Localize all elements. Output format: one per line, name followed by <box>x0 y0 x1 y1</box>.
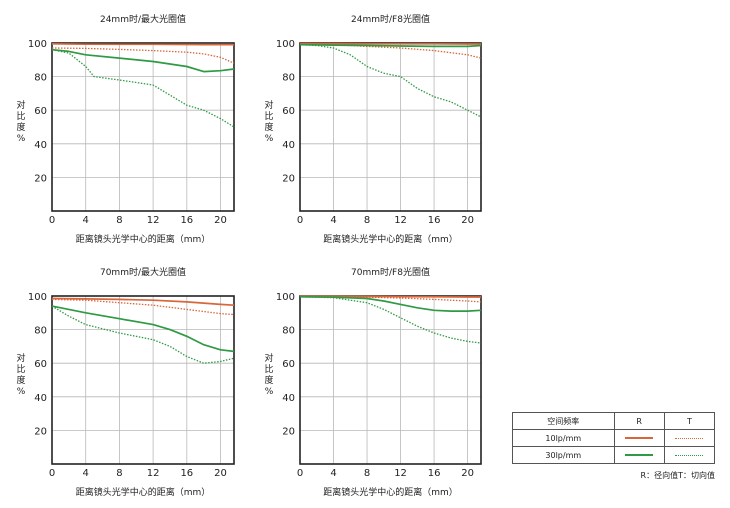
chart4-ytick-60: 60 <box>282 359 295 370</box>
chart4-xtick-12: 12 <box>394 468 407 479</box>
chart2-xtick-16: 16 <box>428 215 441 226</box>
chart2-ytick-40: 40 <box>282 140 295 151</box>
chart4-xlabel: 距离镜头光学中心的距离（mm） <box>323 486 458 498</box>
legend-header-r: R <box>613 412 665 430</box>
chart1-series-30lp-mm-t <box>51 49 235 128</box>
chart3-series-10lp-mm-t <box>51 298 235 316</box>
chart1-xtick-4: 4 <box>83 215 89 226</box>
legend-table: 空间频率 R T 10lp/mm 30lp/mm <box>512 412 716 464</box>
chart1-series-10lp-mm-r <box>51 42 234 46</box>
chart2-ytick-60: 60 <box>282 106 295 117</box>
chart1-xtick-12: 12 <box>147 215 160 226</box>
chart1-title: 24mm时/最大光圈值 <box>100 13 186 25</box>
chart3-ylabel: 对比度% <box>16 352 25 397</box>
chart3-ytick-20: 20 <box>34 426 47 437</box>
chart2-ytick-80: 80 <box>282 73 295 84</box>
chart1-ylabel: 对比度% <box>16 99 25 144</box>
legend-swatch-10lp-r <box>625 437 654 439</box>
chart2-ylabel: 对比度% <box>264 99 273 144</box>
chart1-ytick-60: 60 <box>34 106 47 117</box>
chart3-title: 70mm时/最大光圈值 <box>100 266 186 278</box>
chart3-series-30lp-mm-t <box>51 305 235 364</box>
chart4-xtick-0: 0 <box>297 468 303 479</box>
legend-swatch-30lp-r <box>625 454 654 456</box>
chart4-ylabel: 对比度% <box>264 352 273 397</box>
chart4-xtick-8: 8 <box>364 468 370 479</box>
chart3-ytick-80: 80 <box>34 326 47 337</box>
chart4-series-30lp-mm-r <box>299 295 482 312</box>
chart1-ytick-20: 20 <box>34 173 47 184</box>
chart3-xtick-16: 16 <box>180 468 193 479</box>
legend-label-10lp: 10lp/mm <box>512 429 615 447</box>
chart2-xtick-8: 8 <box>364 215 370 226</box>
legend-row-10lp: 10lp/mm <box>512 429 716 447</box>
chart2-title: 24mm时/F8光圈值 <box>351 13 430 25</box>
chart1-xtick-16: 16 <box>180 215 193 226</box>
chart4-ytick-20: 20 <box>282 426 295 437</box>
chart1-series-10lp-mm-t <box>51 47 235 64</box>
chart2-ytick-20: 20 <box>282 173 295 184</box>
legend-note: R：径向值T：切向值 <box>640 471 715 480</box>
chart4-ytick-40: 40 <box>282 393 295 404</box>
chart3-xtick-12: 12 <box>147 468 160 479</box>
chart4-ytick-100: 100 <box>276 292 295 303</box>
chart3-xtick-0: 0 <box>49 468 55 479</box>
chart2-xlabel: 距离镜头光学中心的距离（mm） <box>323 233 458 245</box>
chart2-xtick-4: 4 <box>330 215 336 226</box>
chart2-series-30lp-mm-r <box>299 43 482 48</box>
chart3-xtick-8: 8 <box>116 468 122 479</box>
legend-header-t: T <box>663 412 716 430</box>
legend-header-frequency: 空间频率 <box>512 412 615 430</box>
chart4-title: 70mm时/F8光圈值 <box>351 266 430 278</box>
chart1-frame <box>51 42 235 212</box>
chart2-ytick-100: 100 <box>276 39 295 50</box>
chart3-ytick-100: 100 <box>28 292 47 303</box>
chart3-xtick-4: 4 <box>83 468 89 479</box>
chart3-xlabel: 距离镜头光学中心的距离（mm） <box>76 486 211 498</box>
chart4-xtick-20: 20 <box>461 468 474 479</box>
chart2-xtick-12: 12 <box>394 215 407 226</box>
chart1-xtick-0: 0 <box>49 215 55 226</box>
chart1-xtick-20: 20 <box>214 215 227 226</box>
chart3-series-10lp-mm-r <box>51 297 235 307</box>
chart3-xtick-20: 20 <box>214 468 227 479</box>
chart4-xtick-16: 16 <box>428 468 441 479</box>
chart2-frame <box>299 42 482 212</box>
chart3-series-30lp-mm-r <box>51 305 235 353</box>
chart3-ytick-60: 60 <box>34 359 47 370</box>
chart2-xtick-0: 0 <box>297 215 303 226</box>
chart3-frame <box>51 295 235 465</box>
legend-row-30lp: 30lp/mm <box>512 446 716 464</box>
chart1-ytick-40: 40 <box>34 140 47 151</box>
chart1-xtick-8: 8 <box>116 215 122 226</box>
chart4-frame <box>299 295 482 465</box>
chart4-xtick-4: 4 <box>330 468 336 479</box>
chart4-ytick-80: 80 <box>282 326 295 337</box>
legend-swatch-30lp-t <box>675 454 704 456</box>
legend-header-row: 空间频率 R T <box>512 412 716 430</box>
chart1-series-30lp-mm-r <box>51 48 235 73</box>
chart3-ytick-40: 40 <box>34 393 47 404</box>
legend-swatch-10lp-t <box>675 437 704 439</box>
chart1-ytick-100: 100 <box>28 39 47 50</box>
chart1-xlabel: 距离镜头光学中心的距离（mm） <box>76 233 211 245</box>
chart4-series-30lp-mm-t <box>299 296 482 344</box>
legend-label-30lp: 30lp/mm <box>512 446 615 464</box>
chart2-series-30lp-mm-t <box>299 44 482 118</box>
chart1-ytick-80: 80 <box>34 73 47 84</box>
chart2-xtick-20: 20 <box>461 215 474 226</box>
